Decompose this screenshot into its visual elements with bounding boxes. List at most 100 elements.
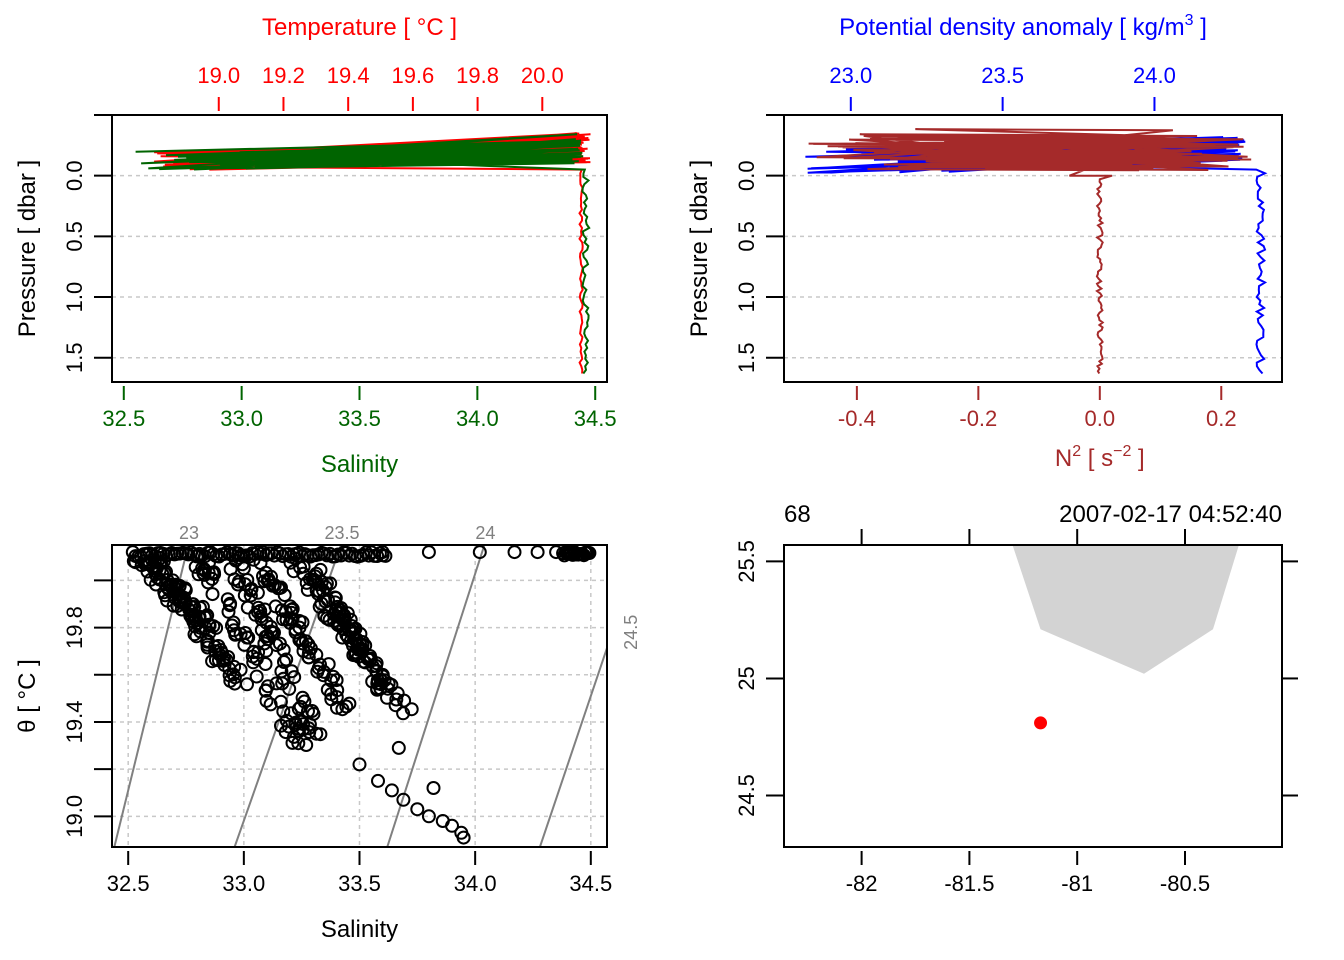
isopycnal-line [386,545,486,847]
tick-label: 33.5 [338,406,381,431]
tick-label: 0.2 [1206,406,1237,431]
tick-label: 33.5 [338,871,381,896]
station-time-label: 2007-02-17 04:52:40 [1059,501,1282,528]
data-point [258,683,273,698]
data-point [276,704,291,719]
tick-label: 19.8 [456,63,499,88]
data-point [137,554,152,569]
tick-label: 1.5 [734,342,759,373]
top-axis-title: Temperature [ °C ] [262,14,457,41]
data-point [378,548,393,563]
data-point [285,735,300,750]
station-layer [1034,716,1048,730]
data-point [312,584,327,599]
data-point [171,586,186,601]
tick-label: 32.5 [102,406,145,431]
data-point [324,692,339,707]
data-point [217,658,232,673]
tick-label: 20.0 [521,63,564,88]
data-point [206,565,221,580]
data-point [363,651,378,666]
data-point [291,736,306,751]
station-id-label: 68 [784,501,811,528]
tick-label: 0.5 [62,221,87,252]
isopycnal-line [538,644,607,847]
land-layer [1012,545,1239,674]
tick-label: 0.0 [734,160,759,191]
series-line-salinity [135,133,591,375]
isopycnal-label: 24.5 [621,615,641,650]
tick-label: 0.0 [62,160,87,191]
tick-label: 0.5 [734,221,759,252]
panel-density-profile: 23.0 23.5 24.0 -0.4 -0.2 0.0 0.2 0.0 0.5 1.0 1.5… [686,12,1283,472]
data-point [205,587,220,602]
tick-label: 19.6 [391,63,434,88]
y-axis-title: θ [ °C ] [14,659,41,733]
bottom-axis: -82 -81.5 -81 -80.5 [846,851,1210,896]
tick-label: 1.0 [62,282,87,313]
top-axis [860,529,1186,545]
data-point [305,704,320,718]
data-point [421,809,436,824]
isopycnal-label: 23 [179,523,199,543]
tick-label: 19.2 [262,63,305,88]
data-point [264,569,278,584]
data-point [263,697,278,712]
tick-label: 34.5 [574,406,617,431]
tick-label: 34.0 [456,406,499,431]
tick-label: -82 [846,871,878,896]
y-axis-title: Pressure [ dbar ] [686,160,713,337]
data-point [279,612,294,627]
data-point [472,545,487,560]
data-point [330,609,345,624]
data-point [226,615,241,630]
bottom-axis-title-mid: [ s [1081,445,1113,472]
data-point [391,740,406,755]
data-point [351,642,366,657]
tick-label: 19.0 [197,63,240,88]
plot-frame [783,114,1283,383]
data-point [348,645,363,660]
data-point [371,773,385,788]
tick-label: 23.0 [829,63,872,88]
tick-label: 34.0 [454,871,497,896]
data-point [258,657,273,671]
grid [112,545,607,847]
data-point [313,727,328,742]
data-point [228,553,243,568]
station-marker [1034,716,1048,730]
isopycnal-label: 23.5 [325,523,360,543]
tick-label: 24.5 [734,774,759,817]
tick-label: 33.0 [220,406,263,431]
data-point [288,622,303,637]
data-point [381,676,396,691]
tick-label: 19.0 [62,795,87,838]
bottom-axis-title-sup: 2 [1072,443,1081,460]
data-point [165,573,180,588]
data-point [330,617,345,632]
bottom-axis-title-sup2: −2 [1113,443,1131,460]
data-point [316,668,331,683]
data-point [257,636,272,651]
data-point [396,706,411,721]
tick-label: -80.5 [1160,871,1210,896]
data-point [223,673,238,688]
bottom-axis: 32.5 33.0 33.5 34.0 34.5 [102,386,617,431]
data-point [185,597,200,612]
data-point [389,692,404,707]
data-point [396,792,411,807]
data-point [278,725,293,740]
left-axis: 19.0 19.4 19.8 [62,579,112,838]
bottom-axis: 32.5 33.0 33.5 34.0 34.5 [107,851,612,896]
series-layer [135,132,591,375]
data-point [279,652,294,667]
left-axis: 0.0 0.5 1.0 1.5 [62,114,112,373]
plot-frame [111,544,608,848]
top-axis-title-end: ] [1194,14,1207,41]
tick-label: 1.0 [734,282,759,313]
data-point [291,701,306,716]
data-point [339,699,354,714]
data-point [296,559,311,574]
data-point [171,593,186,608]
